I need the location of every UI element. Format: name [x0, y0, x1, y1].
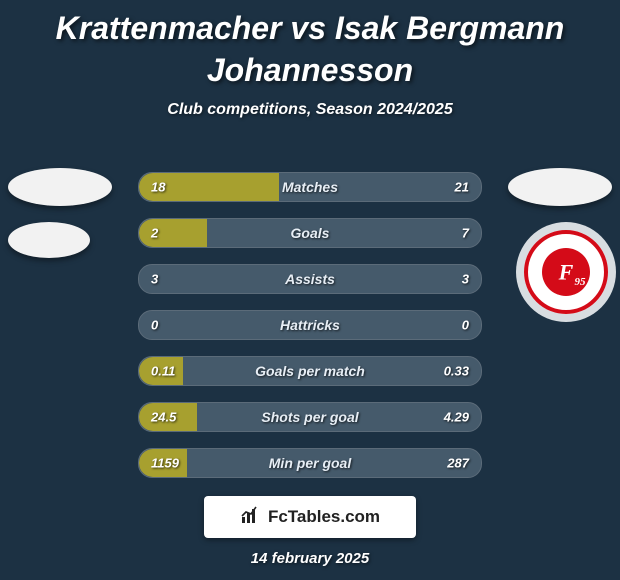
stat-value-right: 7: [462, 226, 469, 241]
stat-label: Assists: [285, 271, 335, 287]
stat-value-left: 3: [151, 272, 158, 287]
stat-value-right: 21: [455, 180, 469, 195]
stat-row-goals-per-match: 0.11 Goals per match 0.33: [138, 356, 482, 386]
club-right-logo: F 95: [514, 220, 618, 324]
subtitle: Club competitions, Season 2024/2025: [0, 101, 620, 119]
stat-row-goals: 2 Goals 7: [138, 218, 482, 248]
stat-value-right: 287: [447, 456, 469, 471]
chart-icon: [240, 504, 262, 531]
stat-label: Goals per match: [255, 363, 365, 379]
stats-area: 18 Matches 21 2 Goals 7 3 Assists 3 0 Ha…: [138, 172, 482, 494]
stat-row-matches: 18 Matches 21: [138, 172, 482, 202]
stat-value-right: 4.29: [444, 410, 469, 425]
stat-row-min-per-goal: 1159 Min per goal 287: [138, 448, 482, 478]
stat-row-hattricks: 0 Hattricks 0: [138, 310, 482, 340]
player-left-avatar: [8, 168, 112, 206]
footer-brand-text: FcTables.com: [268, 507, 380, 527]
stat-value-right: 0.33: [444, 364, 469, 379]
stat-fill-left: [139, 219, 207, 247]
stat-label: Min per goal: [269, 455, 351, 471]
stat-label: Hattricks: [280, 317, 340, 333]
page-title: Krattenmacher vs Isak Bergmann Johanness…: [0, 0, 620, 91]
club-left-logo: [8, 222, 90, 258]
stat-label: Shots per goal: [261, 409, 358, 425]
player-right-avatar: [508, 168, 612, 206]
stat-value-left: 0: [151, 318, 158, 333]
footer-brand-badge[interactable]: FcTables.com: [204, 496, 416, 538]
stat-value-left: 2: [151, 226, 158, 241]
svg-text:F: F: [558, 260, 574, 285]
stat-value-left: 18: [151, 180, 165, 195]
stat-row-assists: 3 Assists 3: [138, 264, 482, 294]
date-text: 14 february 2025: [251, 550, 369, 567]
stat-row-shots-per-goal: 24.5 Shots per goal 4.29: [138, 402, 482, 432]
fortuna-icon: F 95: [514, 220, 618, 324]
stat-value-left: 24.5: [151, 410, 176, 425]
stat-label: Goals: [291, 225, 330, 241]
stat-value-right: 0: [462, 318, 469, 333]
svg-text:95: 95: [575, 276, 587, 288]
stat-value-left: 1159: [151, 456, 179, 471]
stat-value-right: 3: [462, 272, 469, 287]
stat-label: Matches: [282, 179, 338, 195]
stat-value-left: 0.11: [151, 364, 175, 379]
